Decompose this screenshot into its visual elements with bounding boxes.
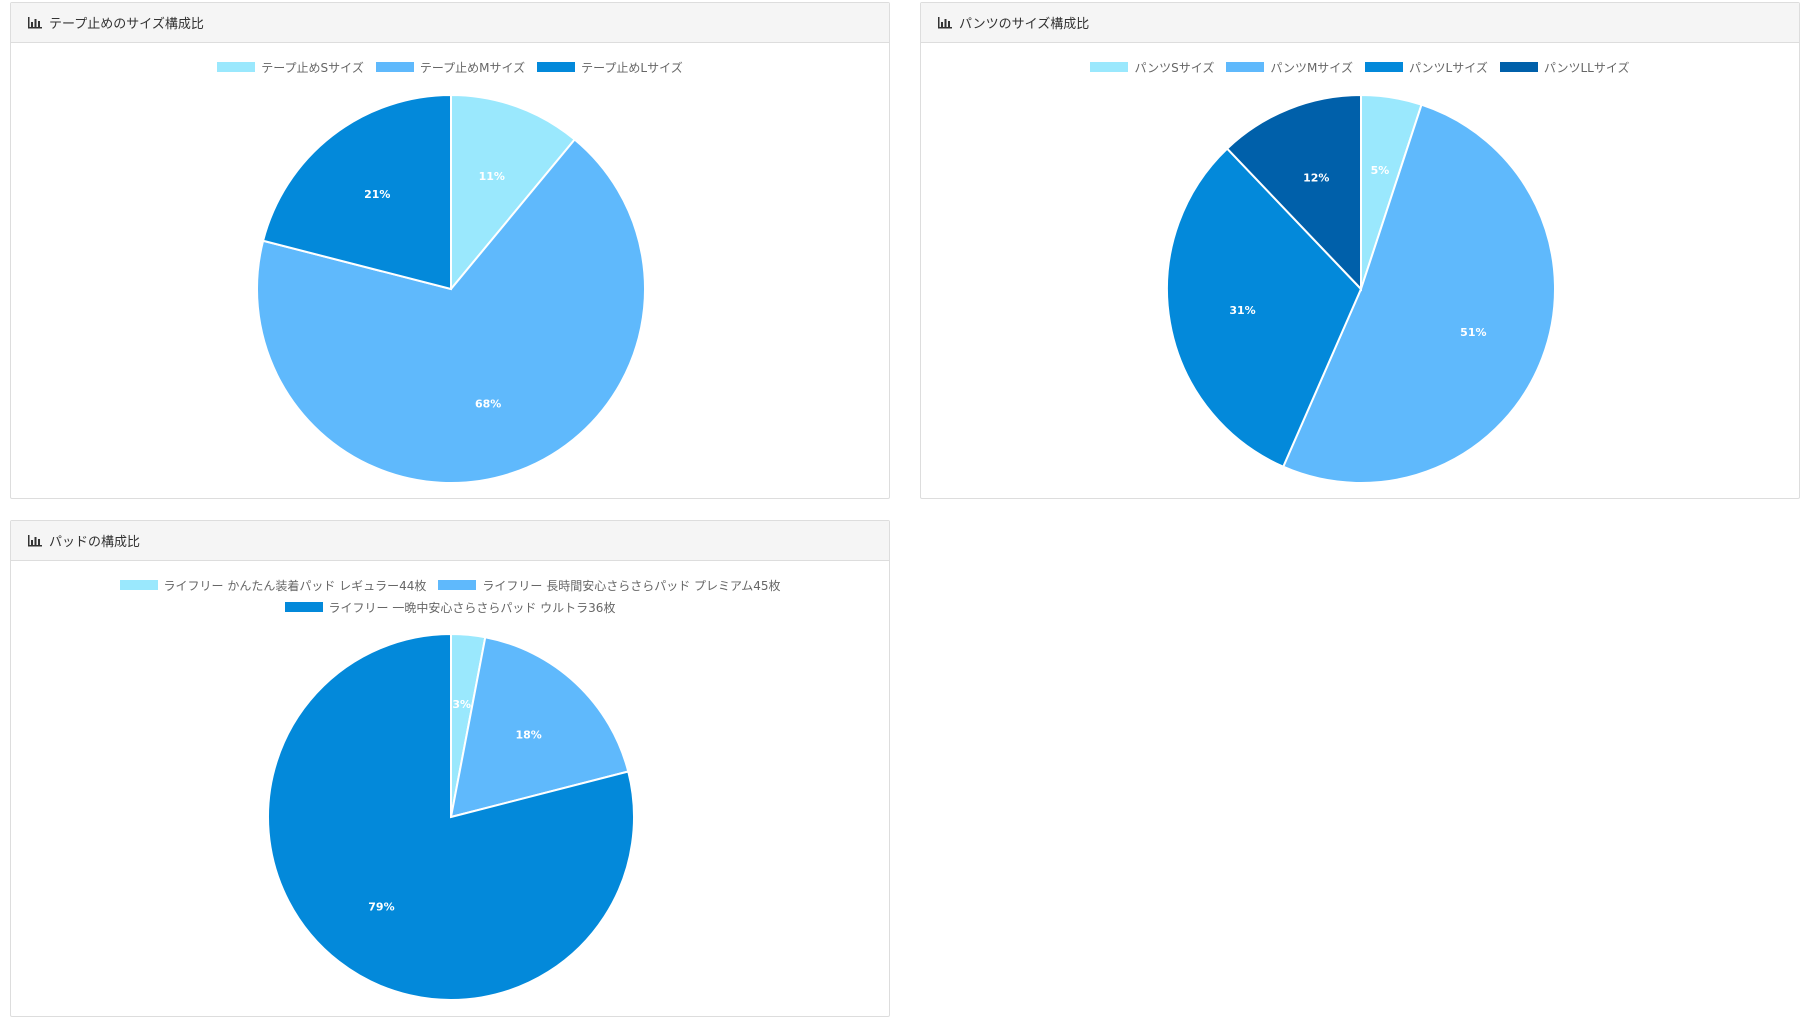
slice-label: 18% [515, 728, 541, 741]
pie-slice[interactable] [449, 636, 630, 819]
pie-slice[interactable] [256, 138, 646, 484]
panel-header: パッドの構成比 [11, 521, 889, 561]
slice-label: 51% [1460, 326, 1486, 339]
legend-item[interactable]: ライフリー かんたん装着パッド レギュラー44枚 [119, 574, 427, 596]
pie-chart: 11% 68% 21% [256, 93, 646, 484]
legend-label: テープ止めLサイズ [581, 60, 683, 75]
chart-legend: ライフリー かんたん装着パッド レギュラー44枚 ライフリー 長時間安心さらさらパ… [111, 574, 789, 618]
legend-swatch [375, 62, 414, 72]
panel-header: テープ止めのサイズ構成比 [11, 3, 889, 43]
legend-label: テープ止めSサイズ [261, 60, 364, 75]
chart-legend: パンツSサイズ パンツMサイズ パンツLサイズ パンツLLサイズ [921, 56, 1799, 78]
legend-item[interactable]: テープ止めSサイズ [217, 56, 364, 78]
legend-label: パンツLLサイズ [1543, 60, 1630, 75]
pie-slice[interactable] [261, 93, 452, 291]
legend-swatch [1090, 62, 1129, 72]
legend-swatch [537, 62, 576, 72]
legend-item[interactable]: パンツLサイズ [1364, 56, 1488, 78]
chart-area: ライフリー かんたん装着パッド レギュラー44枚 ライフリー 長時間安心さらさらパ… [11, 561, 889, 1016]
panel-title: パッドの構成比 [49, 535, 141, 550]
slice-label: 3% [452, 698, 471, 711]
legend-item[interactable]: ライフリー 長時間安心さらさらパッド プレミアム45枚 [438, 574, 780, 596]
legend-label: パンツMサイズ [1270, 60, 1353, 75]
slice-label: 12% [1303, 171, 1329, 184]
legend-label: テープ止めMサイズ [419, 60, 526, 75]
legend-label: パンツLサイズ [1408, 60, 1488, 75]
slice-label: 68% [475, 397, 501, 410]
chart-legend: テープ止めSサイズ テープ止めMサイズ テープ止めLサイズ [11, 56, 889, 78]
legend-swatch [284, 602, 323, 612]
legend-swatch [119, 580, 158, 590]
panel-pants-size: パンツのサイズ構成比 パンツSサイズ パンツMサイズ パンツLサイズ パンツLLサイズ… [920, 2, 1800, 499]
legend-item[interactable]: ライフリー 一晩中安心さらさらパッド ウルトラ36枚 [284, 596, 616, 618]
legend-item[interactable]: テープ止めLサイズ [537, 56, 683, 78]
legend-swatch [1226, 62, 1265, 72]
slice-label: 5% [1371, 164, 1390, 177]
pie-slice[interactable] [267, 632, 635, 1001]
legend-label: パンツSサイズ [1134, 60, 1215, 75]
legend-label: ライフリー 長時間安心さらさらパッド プレミアム45枚 [482, 578, 781, 593]
pie-chart: 3% 18% 79% [267, 632, 635, 1001]
slice-label: 21% [364, 188, 390, 201]
panel-title: テープ止めのサイズ構成比 [49, 17, 204, 32]
pie-slice[interactable] [1281, 103, 1556, 484]
bar-chart-icon [938, 17, 952, 29]
legend-swatch [1499, 62, 1538, 72]
legend-item[interactable]: パンツMサイズ [1226, 56, 1353, 78]
legend-label: ライフリー かんたん装着パッド レギュラー44枚 [163, 578, 427, 593]
legend-swatch [438, 580, 477, 590]
panel-tape-size: テープ止めのサイズ構成比 テープ止めSサイズ テープ止めMサイズ テープ止めLサイズ… [10, 2, 890, 499]
slice-label: 11% [479, 170, 505, 183]
pie-slice[interactable] [450, 93, 577, 292]
pie-slice[interactable] [1225, 93, 1362, 292]
legend-item[interactable]: テープ止めMサイズ [375, 56, 526, 78]
legend-item[interactable]: パンツSサイズ [1090, 56, 1214, 78]
panel-title: パンツのサイズ構成比 [959, 17, 1090, 32]
pie-slice[interactable] [1166, 147, 1363, 469]
bar-chart-icon [28, 535, 42, 547]
legend-item[interactable]: パンツLLサイズ [1499, 56, 1630, 78]
panel-header: パンツのサイズ構成比 [921, 3, 1799, 43]
chart-area: パンツSサイズ パンツMサイズ パンツLサイズ パンツLLサイズ 5% 51% 31% 12… [921, 43, 1799, 498]
slice-label: 79% [368, 901, 394, 914]
pie-chart: 5% 51% 31% 12% [1166, 93, 1556, 484]
panel-pad-composition: パッドの構成比 ライフリー かんたん装着パッド レギュラー44枚 ライフリー 長時… [10, 520, 890, 1017]
legend-label: ライフリー 一晩中安心さらさらパッド ウルトラ36枚 [328, 600, 616, 615]
bar-chart-icon [28, 17, 42, 29]
chart-area: テープ止めSサイズ テープ止めMサイズ テープ止めLサイズ 11% 68% 21% [11, 43, 889, 498]
slice-label: 31% [1229, 304, 1255, 317]
legend-swatch [217, 62, 256, 72]
legend-swatch [1364, 62, 1403, 72]
